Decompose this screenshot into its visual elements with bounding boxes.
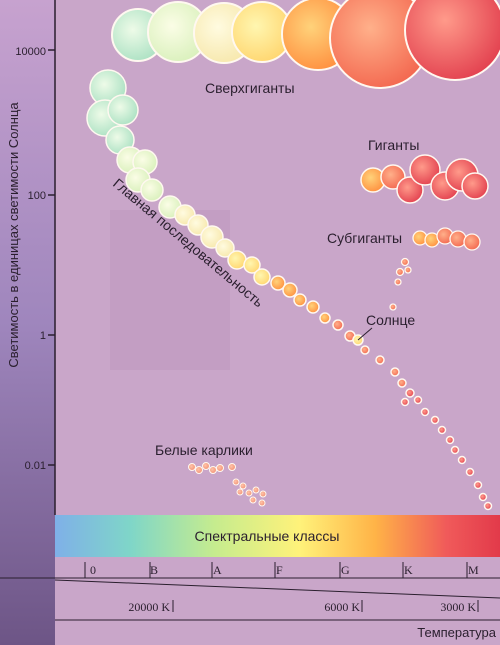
label-supergiants: Сверхгиганты bbox=[205, 80, 295, 96]
spectral-band bbox=[55, 515, 500, 557]
label-sun: Солнце bbox=[366, 312, 415, 328]
left-strip bbox=[0, 0, 55, 645]
y-axis-label: Светимость в единицах светимости Солнца bbox=[6, 102, 21, 368]
spectral-class-m: M bbox=[468, 563, 479, 577]
spectral-band-title: Спектральные классы bbox=[195, 528, 340, 544]
label-white-dwarfs: Белые карлики bbox=[155, 442, 253, 458]
white-dwarf-stars bbox=[188, 462, 267, 507]
temperature-label: Температура bbox=[417, 625, 497, 640]
main-sequence-stars bbox=[86, 69, 493, 511]
spectral-class-b: B bbox=[150, 563, 158, 577]
sun-pointer bbox=[357, 327, 373, 341]
subgiant-stars bbox=[389, 227, 481, 311]
supergiant-stars bbox=[111, 0, 500, 89]
spectral-class-g: G bbox=[341, 563, 350, 577]
y-tick-label-10000: 10000 bbox=[15, 46, 46, 58]
spectral-class-k: K bbox=[404, 563, 413, 577]
spectral-class-a: A bbox=[213, 563, 222, 577]
spectral-class-o: 0 bbox=[90, 563, 96, 577]
y-tick-label-1: 1 bbox=[40, 330, 46, 342]
temperature-ticks bbox=[172, 600, 479, 612]
y-tick-label-100: 100 bbox=[28, 190, 46, 202]
temperature-tick-3000: 3000 K bbox=[440, 600, 476, 614]
label-subgiants: Субгиганты bbox=[327, 230, 402, 246]
temperature-tick-20000: 20000 K bbox=[128, 600, 170, 614]
giant-stars bbox=[360, 154, 489, 204]
label-giants: Гиганты bbox=[368, 137, 419, 153]
temperature-slope-line bbox=[54, 579, 500, 599]
spectral-class-f: F bbox=[276, 563, 283, 577]
y-tick-label-001: 0.01 bbox=[25, 460, 46, 472]
spectral-class-ticks bbox=[84, 562, 468, 578]
temperature-tick-6000: 6000 K bbox=[324, 600, 360, 614]
